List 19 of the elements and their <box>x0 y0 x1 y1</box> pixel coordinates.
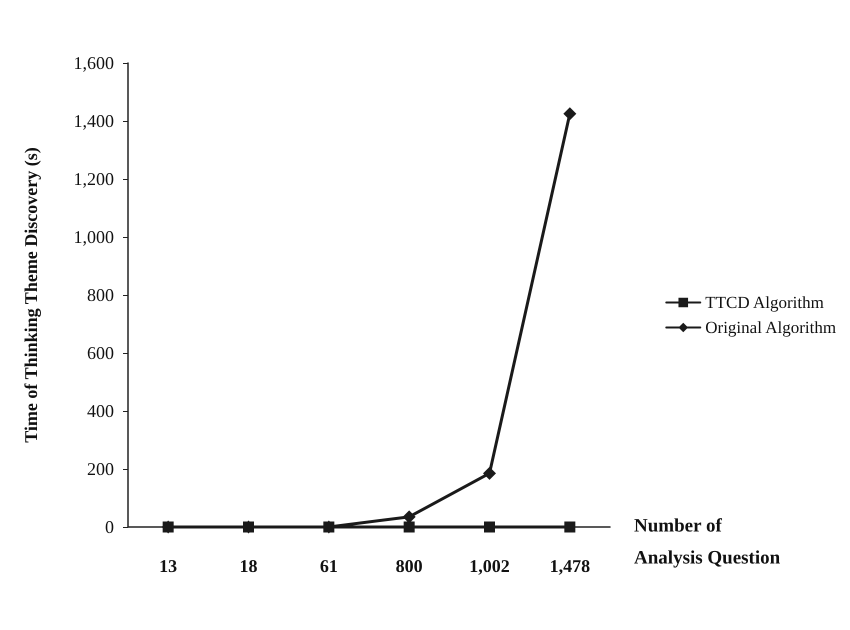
x-tick-label: 1,002 <box>469 556 510 576</box>
x-tick-label: 13 <box>159 556 178 576</box>
y-tick-label: 1,400 <box>74 111 114 131</box>
y-tick-label: 1,600 <box>74 53 114 73</box>
x-tick-label: 18 <box>240 556 258 576</box>
x-tick-label: 1,478 <box>550 556 590 576</box>
y-tick-label: 800 <box>87 285 114 305</box>
x-tick-label: 800 <box>396 556 423 576</box>
x-axis-title: Number of Analysis Question <box>634 516 781 568</box>
y-tick-label: 600 <box>87 343 114 363</box>
y-tick-label: 1,000 <box>74 227 114 247</box>
y-tick-label: 200 <box>87 459 114 479</box>
y-axis-title: Time of Thinking Theme Discovery (s) <box>21 147 41 443</box>
legend-label: TTCD Algorithm <box>705 293 824 312</box>
x-tick-label: 61 <box>320 556 338 576</box>
y-tick-label: 0 <box>105 517 114 537</box>
y-tick-label: 1,200 <box>74 169 114 189</box>
y-tick-label: 400 <box>87 401 114 421</box>
legend-label: Original Algorithm <box>705 318 836 337</box>
